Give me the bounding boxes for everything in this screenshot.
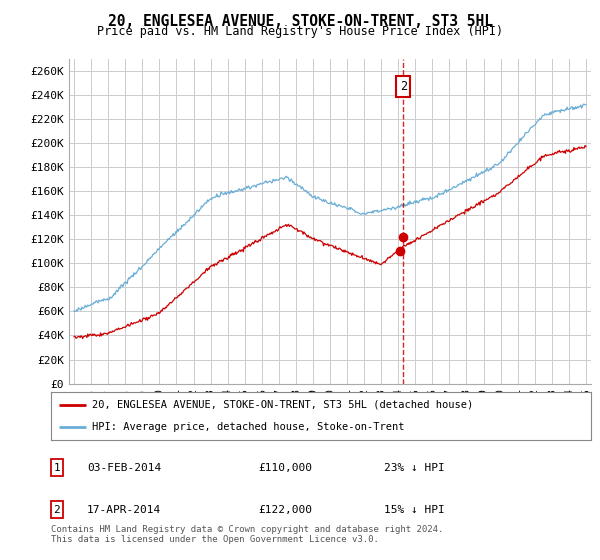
Text: 2: 2 — [53, 505, 61, 515]
Text: 1: 1 — [53, 463, 61, 473]
Text: HPI: Average price, detached house, Stoke-on-Trent: HPI: Average price, detached house, Stok… — [91, 422, 404, 432]
Text: 15% ↓ HPI: 15% ↓ HPI — [384, 505, 445, 515]
Text: 20, ENGLESEA AVENUE, STOKE-ON-TRENT, ST3 5HL (detached house): 20, ENGLESEA AVENUE, STOKE-ON-TRENT, ST3… — [91, 400, 473, 410]
Text: Contains HM Land Registry data © Crown copyright and database right 2024.
This d: Contains HM Land Registry data © Crown c… — [51, 525, 443, 544]
Text: 23% ↓ HPI: 23% ↓ HPI — [384, 463, 445, 473]
Text: 03-FEB-2014: 03-FEB-2014 — [87, 463, 161, 473]
Text: 17-APR-2014: 17-APR-2014 — [87, 505, 161, 515]
Text: 2: 2 — [400, 80, 407, 93]
Text: £110,000: £110,000 — [258, 463, 312, 473]
Text: Price paid vs. HM Land Registry's House Price Index (HPI): Price paid vs. HM Land Registry's House … — [97, 25, 503, 38]
Text: £122,000: £122,000 — [258, 505, 312, 515]
Text: 20, ENGLESEA AVENUE, STOKE-ON-TRENT, ST3 5HL: 20, ENGLESEA AVENUE, STOKE-ON-TRENT, ST3… — [107, 14, 493, 29]
